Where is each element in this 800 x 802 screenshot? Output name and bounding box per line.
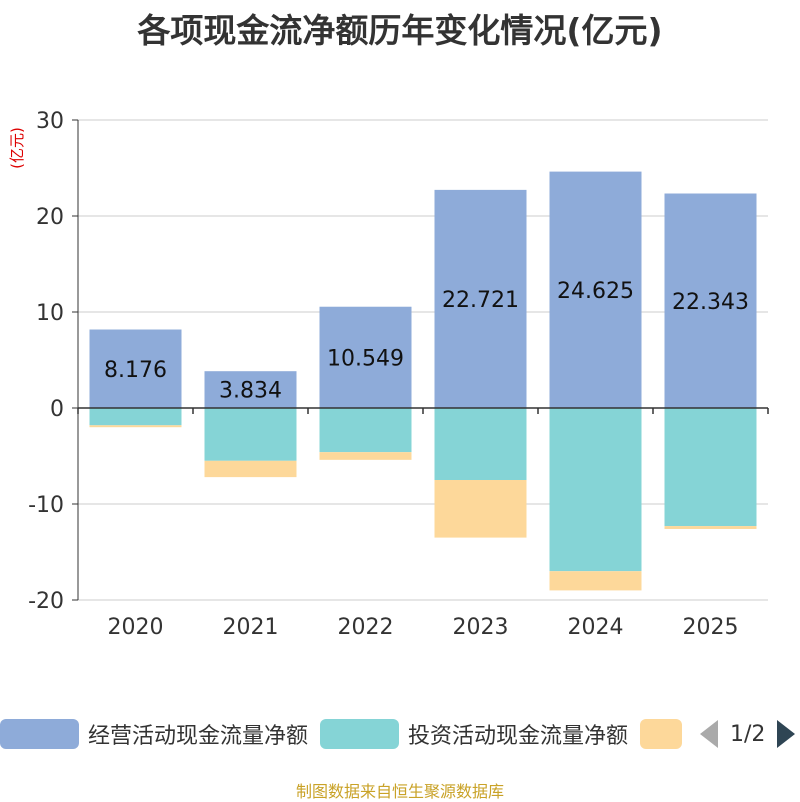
legend-swatch-operating (0, 719, 79, 749)
bar-financing-2021 (204, 460, 297, 478)
y-tick-label: 0 (50, 397, 64, 422)
x-tick-label: 2021 (223, 615, 279, 640)
legend-swatch-financing (640, 719, 682, 749)
bar-financing-2020 (89, 425, 182, 428)
data-label-2021: 3.834 (219, 379, 282, 404)
legend-label-investing: 投资活动现金流量净额 (408, 724, 629, 749)
bar-investing-2020 (89, 408, 182, 426)
bar-operating-2025 (664, 193, 757, 408)
y-tick-label: -20 (28, 589, 64, 614)
y-tick-label: 10 (36, 301, 64, 326)
data-source-note: 制图数据来自恒生聚源数据库 (295, 782, 504, 801)
bar-operating-2021 (204, 371, 297, 408)
y-tick-label: 20 (36, 205, 64, 230)
data-label-2022: 10.549 (327, 346, 404, 371)
bar-investing-2022 (319, 408, 412, 453)
legend-label-operating: 经营活动现金流量净额 (88, 724, 309, 749)
data-label-2025: 22.343 (672, 290, 749, 315)
legend-swatch-investing (320, 719, 399, 749)
bar-investing-2025 (664, 408, 757, 527)
bar-financing-2025 (664, 526, 757, 529)
x-tick-label: 2022 (338, 615, 394, 640)
bar-financing-2023 (434, 480, 527, 538)
bar-operating-2023 (434, 189, 527, 408)
chart-area: 30 20 10 0 -10 -20 (亿元) 8.176 2020 3.834 2021 10.54… (8, 109, 769, 640)
bar-financing-2022 (319, 452, 412, 460)
legend-item-financing[interactable] (640, 716, 682, 752)
x-tick-label: 2025 (683, 615, 739, 640)
legend-item-operating[interactable]: 经营活动现金流量净额 (0, 716, 308, 752)
pager-prev-icon[interactable] (700, 720, 718, 748)
x-tick-label: 2023 (453, 615, 509, 640)
x-tick-label: 2020 (108, 615, 164, 640)
bar-investing-2021 (204, 408, 297, 461)
legend-pager: 1/2 (700, 716, 796, 752)
data-label-2020: 8.176 (104, 358, 167, 383)
y-tick-label: -10 (28, 493, 64, 518)
legend-item-investing[interactable]: 投资活动现金流量净额 (320, 716, 628, 752)
pager-label: 1/2 (730, 721, 766, 747)
y-axis-label: (亿元) (8, 127, 26, 169)
legend: 经营活动现金流量净额 投资活动现金流量净额 (0, 716, 800, 752)
bar-financing-2024 (549, 571, 642, 591)
data-label-2023: 22.721 (442, 288, 519, 313)
x-tick-label: 2024 (568, 615, 624, 640)
bar-operating-2022 (319, 306, 412, 408)
chart-title: 各项现金流净额历年变化情况(亿元) (137, 11, 663, 50)
bar-investing-2023 (434, 408, 527, 480)
bar-investing-2024 (549, 408, 642, 572)
pager-next-icon[interactable] (777, 720, 796, 748)
data-label-2024: 24.625 (557, 279, 634, 304)
bar-operating-2024 (549, 171, 642, 408)
y-tick-label: 30 (36, 109, 64, 134)
bar-operating-2020 (89, 329, 182, 408)
